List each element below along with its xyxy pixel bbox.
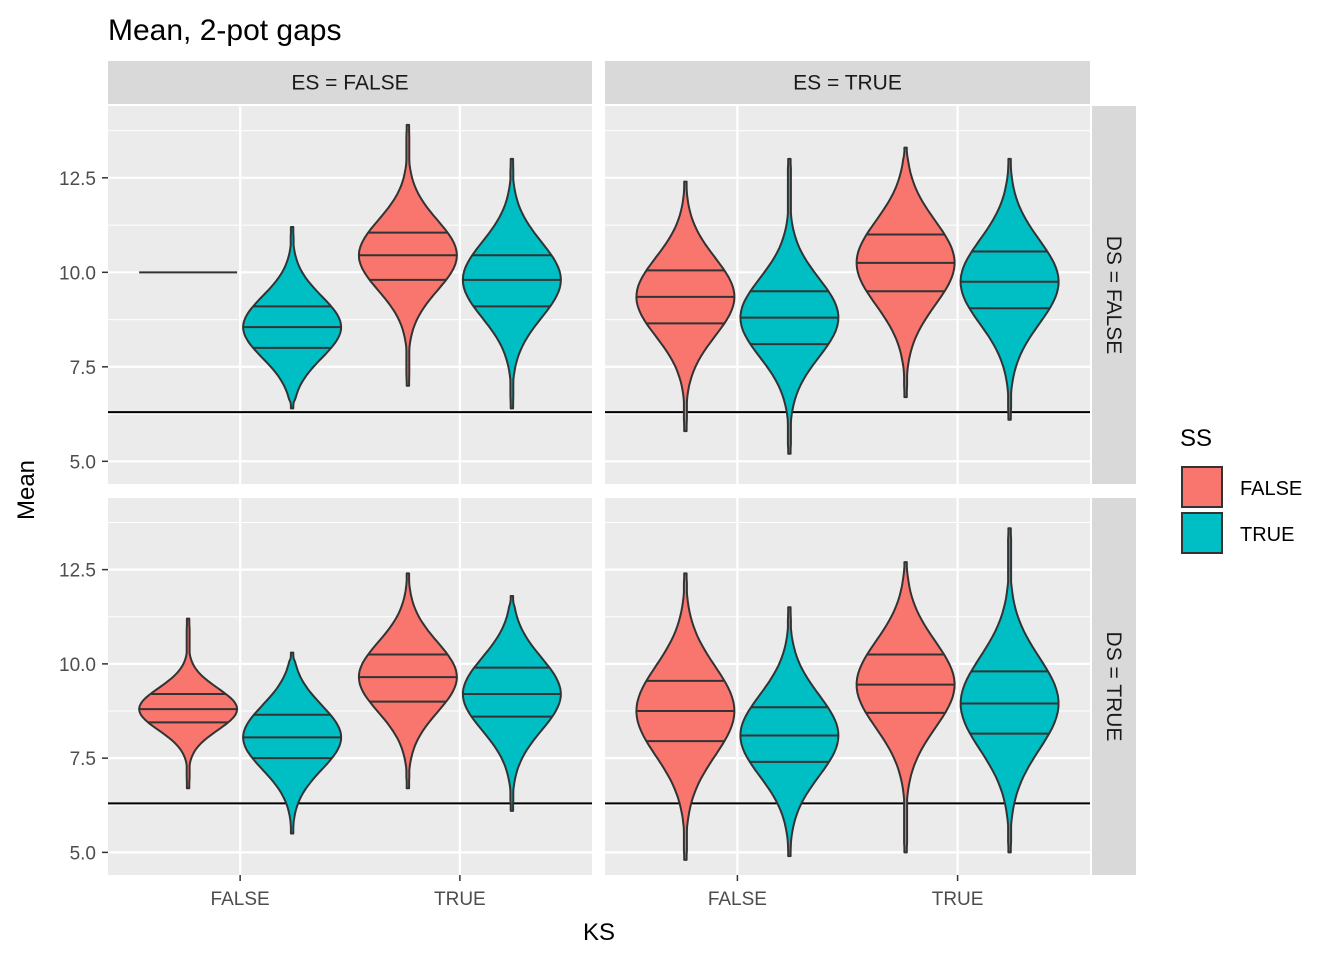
y-tick-label: 5.0	[70, 452, 96, 473]
y-tick-label: 5.0	[70, 843, 96, 864]
violin	[242, 651, 343, 835]
x-tick-label: FALSE	[211, 889, 270, 910]
y-tick-label: 10.0	[59, 263, 96, 284]
panel	[605, 106, 1090, 484]
panels-layer	[108, 106, 1090, 875]
violin	[959, 527, 1060, 854]
panel	[108, 498, 592, 875]
x-axis-title: KS	[583, 919, 615, 946]
violin	[635, 572, 736, 861]
y-axis-title: Mean	[13, 460, 40, 520]
x-tick-label: TRUE	[932, 889, 984, 910]
row-strip-label: DS = FALSE	[1102, 236, 1125, 354]
violin	[855, 561, 956, 854]
chart-title: Mean, 2-pot gaps	[108, 14, 341, 47]
legend-key	[1181, 466, 1223, 508]
violin	[461, 157, 562, 410]
violin	[138, 617, 239, 790]
legend: SS FALSE TRUE	[1180, 425, 1302, 554]
y-tick-label: 12.5	[59, 169, 96, 190]
violin	[855, 146, 956, 399]
violin	[635, 180, 736, 433]
y-tick-label: 12.5	[59, 561, 96, 582]
panel	[605, 498, 1090, 875]
violin	[242, 226, 343, 410]
panel	[108, 106, 592, 484]
column-strip	[108, 61, 592, 104]
column-strip-label: ES = FALSE	[291, 72, 408, 95]
legend-key	[1181, 512, 1223, 554]
facet-strips: ES = FALSE ES = TRUE DS = FALSE DS = TRUE	[108, 61, 1136, 875]
violin	[959, 157, 1060, 421]
legend-label: TRUE	[1240, 524, 1294, 546]
row-strip	[1092, 498, 1136, 875]
violin	[739, 157, 840, 455]
axes-layer: 5.0 7.5 10.0 12.5 5.0 7.5 10.0 12.5 FALSE TRUE FAL…	[59, 169, 983, 910]
row-strip	[1092, 106, 1136, 484]
legend-label: FALSE	[1240, 478, 1302, 500]
x-tick-label: FALSE	[708, 889, 767, 910]
violin	[357, 572, 458, 790]
y-tick-label: 10.0	[59, 655, 96, 676]
y-tick-label: 7.5	[70, 749, 96, 770]
legend-title: SS	[1180, 425, 1212, 452]
x-tick-label: TRUE	[434, 889, 486, 910]
violin	[739, 606, 840, 858]
y-tick-label: 7.5	[70, 358, 96, 379]
row-strip-label: DS = TRUE	[1102, 632, 1125, 742]
column-strip-label: ES = TRUE	[793, 72, 902, 95]
column-strip	[605, 61, 1090, 104]
violin	[461, 595, 562, 812]
